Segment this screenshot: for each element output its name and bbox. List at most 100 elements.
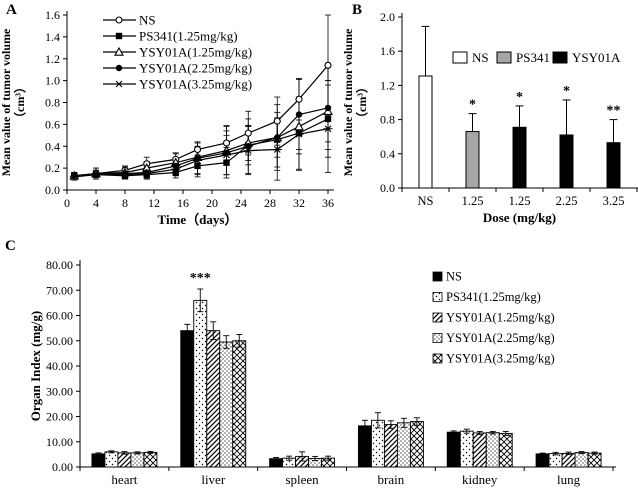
bar-spleen-PS341(1.25mg/kg) [282,455,297,468]
y-tick-label: 1.6 [380,44,395,58]
significance-marker: * [469,98,476,113]
y-tick-label: 40.00 [46,359,73,373]
legend-item-NS: NS [432,270,462,284]
x-axis-title: Time（days） [158,212,238,227]
y-tick-label: 0.2 [45,161,60,175]
bar-lung-YSY01A(2.25mg/kg) [574,451,589,468]
bar-liver-NS [180,323,195,468]
series-YSY01A(2.25mg/kg) [71,104,332,179]
x-tick-label: 24 [235,196,247,210]
y-tick-label: 30.00 [46,384,73,398]
panel-a-letter: A [6,2,17,18]
bar-brain-YSY01A(3.25mg/kg) [409,417,424,468]
bar-lung-YSY01A(3.25mg/kg) [587,451,602,468]
x-axis-ticks: 0 4 8 12 16 20 24 28 32 36 [64,190,334,210]
bar-liver-YSY01A(2.25mg/kg) [219,335,234,468]
legend-label: PS341(1.25mg/kg) [446,290,541,304]
y-axis-title: Mean value of tumor volume （cm³） [341,28,369,176]
legend-label: PS341(1.25mg/kg) [139,29,238,44]
bar-spleen-YSY01A(2.25mg/kg) [308,455,323,468]
legend-label: YSY01A(2.25mg/kg) [446,331,555,345]
x-axis-title: Dose (mg/kg) [483,210,556,225]
x-tick-label: 12 [148,196,160,210]
bar-brain-YSY01A(2.25mg/kg) [396,417,411,468]
x-tick-label: NS [418,194,434,208]
legend-item-YSY01A(2.25mg/kg): YSY01A(2.25mg/kg) [103,61,252,76]
y-tick-label: 1.6 [45,8,60,22]
y-axis-title-line2: （cm³） [12,81,27,124]
x-tick-label: liver [201,472,225,487]
bar-liver-YSY01A(3.25mg/kg) [232,333,247,468]
x-category-labels: kidney [462,472,498,487]
y-tick-label: 1.2 [380,78,395,92]
bar-liver-PS341(1.25mg/kg) [193,288,208,468]
y-tick-label: 2.0 [380,10,395,24]
bars [91,288,602,468]
y-tick-label: 1.0 [45,74,60,88]
series-PS341(1.25mg/kg) [71,115,332,179]
bar-spleen-YSY01A(3.25mg/kg) [321,455,336,468]
x-tick-label: lung [557,472,581,487]
panel-c-letter: C [5,238,16,254]
x-tick-label: 8 [122,196,128,210]
panel-c-organ-index-bar-chart: 0.00 10.00 20.00 30.00 40.00 50.00 60.00 70.00 8… [28,258,616,487]
series-YSY01A(3.25mg/kg) [69,125,333,181]
legend-item-NS: NS [103,13,156,28]
legend-label: YSY01A(1.25mg/kg) [446,311,555,325]
x-tick-label: 0 [64,196,70,210]
bar-lung-YSY01A(1.25mg/kg) [561,451,576,468]
legend-label: YSY01A(1.25mg/kg) [139,45,252,60]
bar-heart-YSY01A(3.25mg/kg) [143,450,158,468]
bar-kidney-YSY01A(3.25mg/kg) [498,430,513,468]
legend-item-PS341(1.25mg/kg): PS341(1.25mg/kg) [432,290,541,304]
y-axis-title: Mean value of tumor volume （cm³） [0,28,27,176]
bar-kidney-NS [446,430,461,468]
bar-brain-PS341(1.25mg/kg) [370,412,385,468]
legend-label: YSY01A(3.25mg/kg) [446,352,555,366]
y-tick-label: 1.2 [45,52,60,66]
y-tick-label: 0.4 [45,139,60,153]
x-axis-title: Time（days） [158,212,238,227]
significance: *** [190,271,211,286]
legend-item-YSY01A(2.25mg/kg): YSY01A(2.25mg/kg) [432,331,555,345]
y-tick-label: 20.00 [46,410,73,424]
x-category-labels: liver [201,472,225,487]
x-tick-label: 4 [93,196,99,210]
y-axis-title-line2: （cm³） [354,81,369,124]
x-category-labels: 1.25 [509,194,531,208]
legend-label: NS [472,50,489,65]
x-category-labels: 3.25 [603,194,625,208]
x-tick-label: brain [378,472,405,487]
x-axis-ticks [401,188,638,192]
panel-b-letter: B [352,2,363,18]
bar-3.25-4: ** [606,104,621,189]
bar-liver-YSY01A(1.25mg/kg) [206,321,221,468]
x-tick-label: heart [111,472,137,487]
bar-heart-YSY01A(2.25mg/kg) [130,451,145,468]
legend: NS PS341(1.25mg/kg) YSY01A(1.25mg/kg) YSY01… [432,270,555,366]
y-axis-title-line1: Mean value of tumor volume [0,28,13,176]
legend-item-YSY01A(3.25mg/kg): YSY01A(3.25mg/kg) [432,352,555,366]
x-tick-label: 20 [206,196,218,210]
bar-1.25-2: * [512,90,527,189]
series-YSY01A(1.25mg/kg) [69,106,333,180]
x-axis-ticks [79,467,614,471]
x-category-labels: lung [557,472,581,487]
y-tick-label: 50.00 [46,334,73,348]
legend: NSPS341(1.25mg/kg)YSY01A(1.25mg/kg)YSY01… [103,13,252,92]
bar-kidney-PS341(1.25mg/kg) [459,428,474,468]
y-tick-label: 70.00 [46,283,73,297]
legend-label: YSY01A [572,50,621,65]
x-tick-label: 28 [264,196,276,210]
legend-item-YSY01A(1.25mg/kg): YSY01A(1.25mg/kg) [432,311,555,325]
bar-kidney-YSY01A(2.25mg/kg) [485,430,500,468]
bar-heart-PS341(1.25mg/kg) [104,450,119,468]
y-tick-label: 0.6 [45,117,60,131]
y-axis-title-line1: Mean value of tumor volume [341,28,355,176]
x-category-labels: 1.25 [462,194,484,208]
significance-marker: *** [190,271,211,286]
legend-label: NS [446,270,462,284]
x-tick-label: 1.25 [462,194,484,208]
y-axis-ticks: 0.0 0.4 0.8 1.2 1.6 2.0 [380,10,402,195]
